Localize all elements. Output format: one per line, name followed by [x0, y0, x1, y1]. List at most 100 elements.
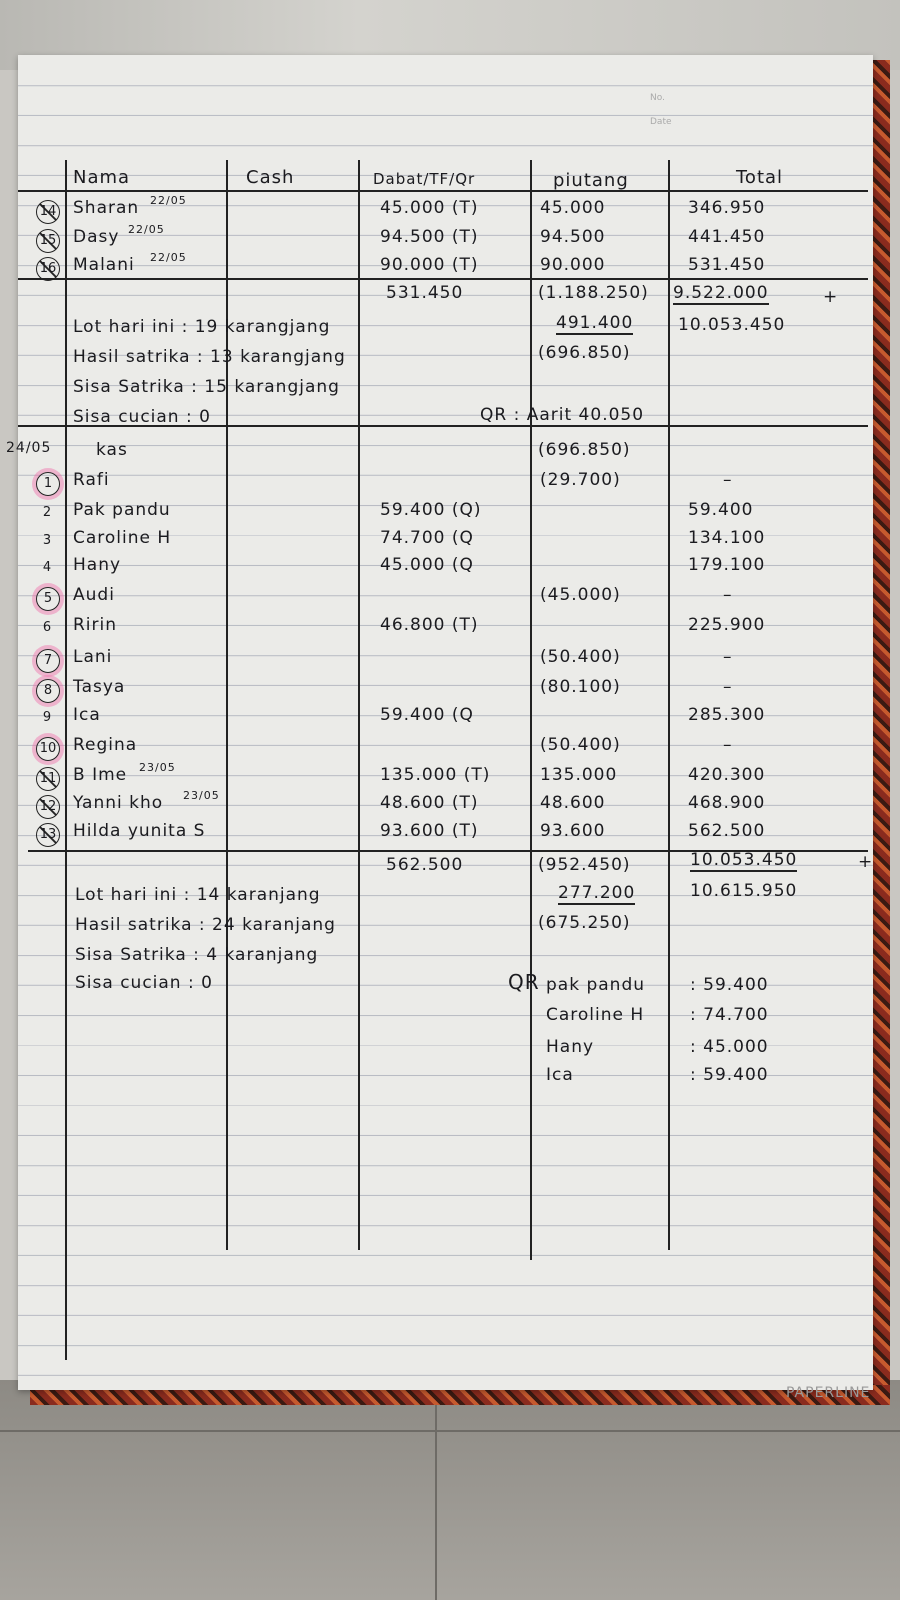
- qr-name: Ica: [546, 1065, 574, 1085]
- row-name: Yanni kho: [73, 793, 164, 813]
- row-name: Ica: [73, 705, 101, 725]
- row-total: 441.450: [688, 227, 766, 247]
- s1-sum-dabat: 531.450: [386, 283, 464, 303]
- s2-note: Lot hari ini : 14 karanjang: [75, 885, 321, 905]
- row-number: 12: [36, 795, 60, 819]
- qr-name: Caroline H: [546, 1005, 645, 1025]
- row-total: –: [723, 470, 733, 490]
- date-label: Date: [650, 117, 672, 127]
- s1-note: Lot hari ini : 19 karangjang: [73, 317, 331, 337]
- qr-amount: : 59.400: [690, 1065, 769, 1085]
- row-number: 3: [42, 533, 52, 548]
- row-name: Pak pandu: [73, 500, 171, 520]
- row-name: Malani: [73, 255, 135, 275]
- row-name: Tasya: [73, 677, 126, 697]
- header-dabat: Dabat/TF/Qr: [373, 170, 476, 188]
- row-total: 59.400: [688, 500, 754, 520]
- header-piutang: piutang: [553, 170, 629, 191]
- row-date: 22/05: [128, 223, 165, 236]
- row-number: 5: [36, 587, 60, 611]
- row-total: –: [723, 677, 733, 697]
- qr-name: pak pandu: [546, 975, 646, 995]
- s1-piutang-balance: (696.850): [538, 343, 631, 363]
- row-dabat: 48.600 (T): [380, 793, 479, 813]
- row-number: 4: [42, 560, 52, 575]
- row-dabat: 93.600 (T): [380, 821, 479, 841]
- row-piutang: (50.400): [540, 735, 621, 755]
- row-date: 22/05: [150, 194, 187, 207]
- row-total: –: [723, 735, 733, 755]
- row-total: 134.100: [688, 528, 766, 548]
- row-total: 468.900: [688, 793, 766, 813]
- notebook-cover-edge: [30, 1385, 890, 1405]
- row-piutang: (50.400): [540, 647, 621, 667]
- row-number: 14: [36, 200, 60, 224]
- s1-minus-piutang: 491.400: [556, 313, 634, 335]
- s1-note: Sisa Satrika : 15 karangjang: [73, 377, 340, 397]
- row-piutang: 48.600: [540, 793, 606, 813]
- row-dabat: 59.400 (Q: [380, 705, 474, 725]
- row-total: 531.450: [688, 255, 766, 275]
- s1-qr: QR : Aarit 40.050: [480, 405, 645, 425]
- s2-note: Sisa Satrika : 4 karanjang: [75, 945, 319, 965]
- s2-date: 24/05: [6, 440, 52, 456]
- s2-minus-piutang: 277.200: [558, 883, 636, 905]
- row-name: Hilda yunita S: [73, 821, 206, 841]
- row-name: Dasy: [73, 227, 120, 247]
- row-piutang: 45.000: [540, 198, 606, 218]
- row-dabat: 74.700 (Q: [380, 528, 474, 548]
- row-piutang: 93.600: [540, 821, 606, 841]
- s2-note: Sisa cucian : 0: [75, 973, 213, 993]
- s2-sum-dabat: 562.500: [386, 855, 464, 875]
- row-dabat: 135.000 (T): [380, 765, 491, 785]
- row-number: 15: [36, 229, 60, 253]
- row-name: Lani: [73, 647, 113, 667]
- s2-new-total: 10.615.950: [690, 881, 798, 901]
- s1-plus: +: [823, 287, 839, 307]
- row-number: 1: [36, 472, 60, 496]
- s1-new-total: 10.053.450: [678, 315, 786, 335]
- row-number: 6: [42, 620, 52, 635]
- row-number: 13: [36, 823, 60, 847]
- qr-amount: : 59.400: [690, 975, 769, 995]
- row-dabat: 90.000 (T): [380, 255, 479, 275]
- row-number: 10: [36, 737, 60, 761]
- header-nama: Nama: [73, 167, 131, 188]
- s1-sum-piutang: (1.188.250): [538, 283, 649, 303]
- row-piutang: (29.700): [540, 470, 621, 490]
- row-piutang: 94.500: [540, 227, 606, 247]
- qr-amount: : 74.700: [690, 1005, 769, 1025]
- row-date: 23/05: [139, 761, 176, 774]
- row-number: 16: [36, 257, 60, 281]
- s2-prev-total: 10.053.450: [690, 850, 798, 872]
- row-total: 420.300: [688, 765, 766, 785]
- s2-label: kas: [96, 440, 128, 460]
- no-label: No.: [650, 93, 665, 103]
- row-name: Ririn: [73, 615, 118, 635]
- row-name: Regina: [73, 735, 138, 755]
- row-total: 225.900: [688, 615, 766, 635]
- row-name: B Ime: [73, 765, 128, 785]
- row-piutang: (80.100): [540, 677, 621, 697]
- qr-amount: : 45.000: [690, 1037, 769, 1057]
- row-number: 11: [36, 767, 60, 791]
- row-name: Caroline H: [73, 528, 172, 548]
- s2-piutang-balance: (675.250): [538, 913, 631, 933]
- row-name: Rafi: [73, 470, 110, 490]
- row-dabat: 45.000 (T): [380, 198, 479, 218]
- row-total: 285.300: [688, 705, 766, 725]
- row-piutang: 135.000: [540, 765, 618, 785]
- s2-opening-piutang: (696.850): [538, 440, 631, 460]
- qr-name: Hany: [546, 1037, 595, 1057]
- row-name: Sharan: [73, 198, 140, 218]
- row-total: 179.100: [688, 555, 766, 575]
- s2-sum-piutang: (952.450): [538, 855, 631, 875]
- s2-qr-label: QR: [508, 970, 540, 994]
- row-number: 8: [36, 679, 60, 703]
- row-name: Hany: [73, 555, 122, 575]
- row-dabat: 46.800 (T): [380, 615, 479, 635]
- row-total: 346.950: [688, 198, 766, 218]
- row-number: 2: [42, 505, 52, 520]
- header-total: Total: [736, 167, 784, 188]
- row-dabat: 94.500 (T): [380, 227, 479, 247]
